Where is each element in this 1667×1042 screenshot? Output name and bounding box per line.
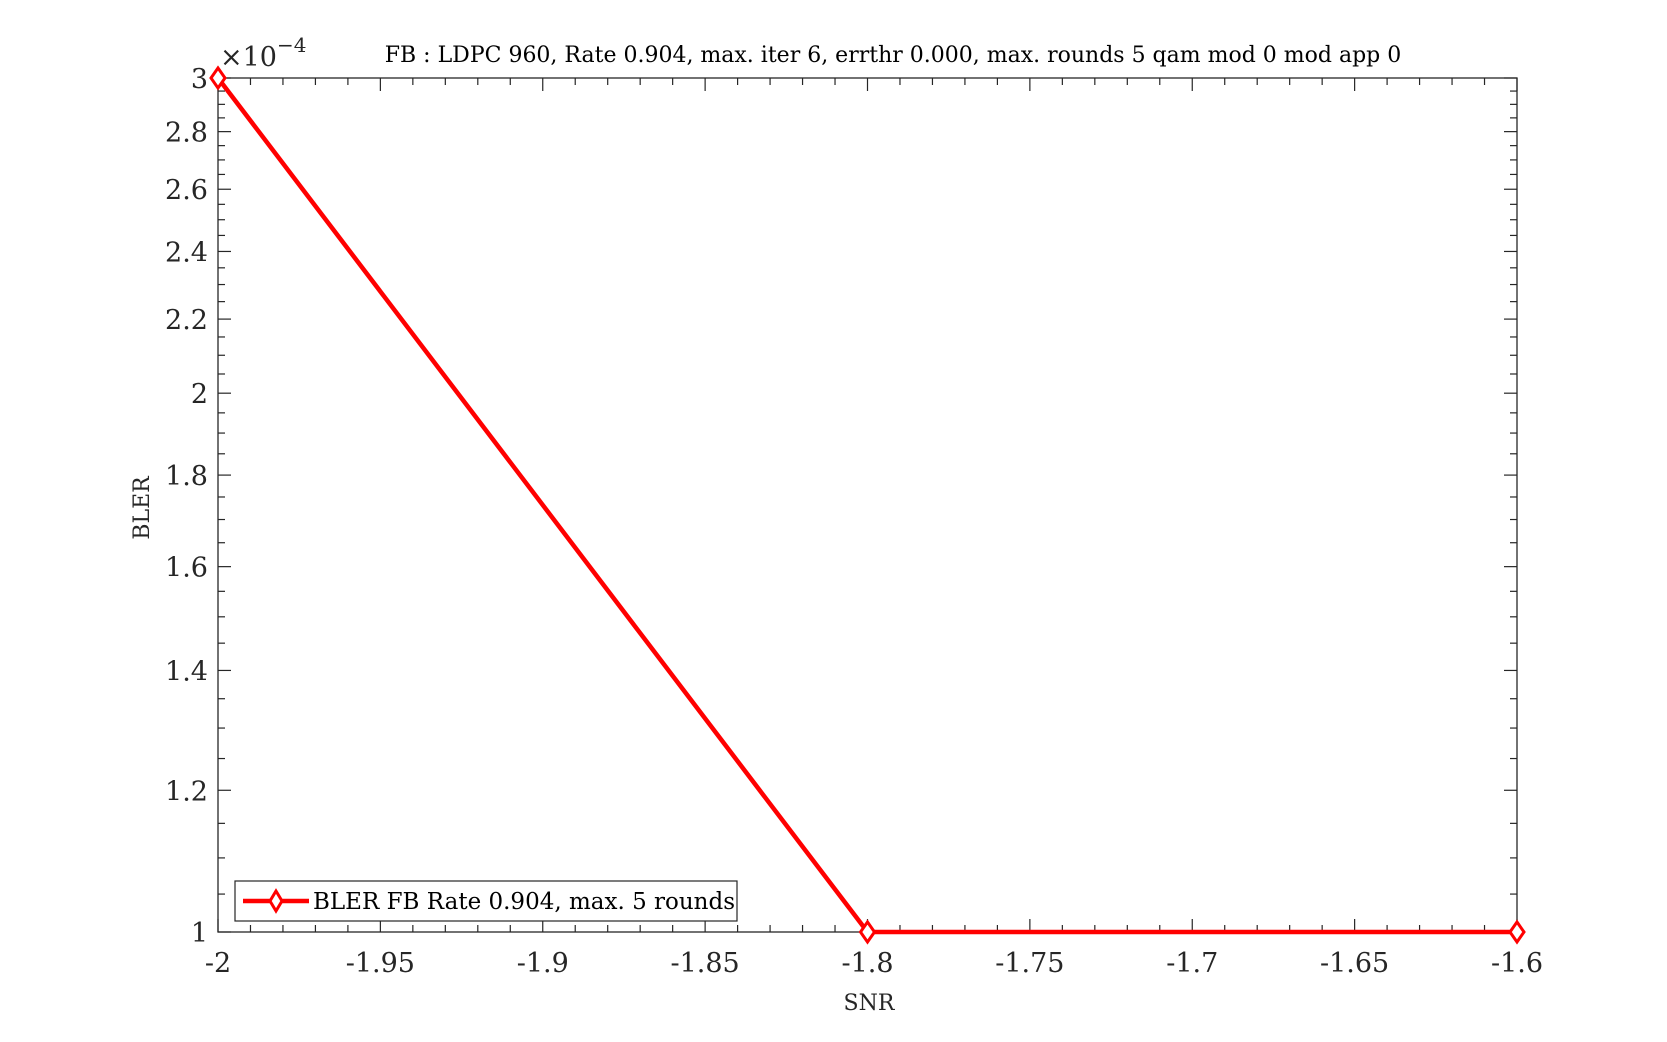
y-tick-label: 2.2 (165, 305, 208, 336)
legend-entry-label: BLER FB Rate 0.904, max. 5 rounds (313, 889, 735, 915)
x-tick-label: -1.65 (1320, 948, 1389, 979)
legend-box (234, 880, 738, 922)
y-tick-label: 1 (191, 918, 208, 949)
y-tick-label: 1.4 (165, 656, 208, 687)
legend-diamond-marker (268, 888, 284, 914)
y-tick-label: 2.6 (165, 175, 208, 206)
data-point-diamond-marker (1508, 919, 1526, 945)
x-tick-label: -1.9 (517, 948, 569, 979)
y-tick-label: 2.8 (165, 118, 208, 149)
legend: BLER FB Rate 0.904, max. 5 rounds (234, 880, 738, 922)
y-tick-label: 1.6 (165, 553, 208, 584)
x-axis-label: SNR (844, 991, 896, 1016)
y-tick-label: 2.4 (165, 237, 208, 268)
y-tick-label: 2 (191, 379, 208, 410)
y-axis-exponent: −4 (277, 33, 306, 57)
y-tick-label: 1.2 (165, 776, 208, 807)
x-tick-label: -1.85 (671, 948, 740, 979)
x-tick-label: -1.8 (841, 948, 893, 979)
x-tick-label: -1.7 (1166, 948, 1218, 979)
y-tick-label: 1.8 (165, 461, 208, 492)
y-tick-label: 3 (191, 64, 208, 95)
x-tick-labels: -2 -1.95 -1.9 -1.85 -1.8 -1.75 -1.7 -1.65 -1.6 (205, 948, 1543, 979)
chart-title: FB : LDPC 960, Rate 0.904, max. iter 6, … (385, 43, 1402, 68)
y-axis-label: BLER (130, 475, 155, 540)
series-layer (209, 65, 1526, 945)
x-tick-label: -1.75 (995, 948, 1064, 979)
y-tick-labels: 1 1.2 1.4 1.6 1.8 2 2.2 2.4 2.6 2.8 3 (165, 64, 208, 949)
y-axis-multiplier: ×10−4 (220, 33, 306, 73)
data-point-diamond-marker (209, 65, 227, 91)
data-point-diamond-marker (858, 919, 877, 945)
x-tick-label: -2 (205, 948, 231, 979)
minor-ticks (218, 78, 1517, 932)
x-tick-label: -1.95 (346, 948, 415, 979)
x-tick-label: -1.6 (1491, 948, 1543, 979)
